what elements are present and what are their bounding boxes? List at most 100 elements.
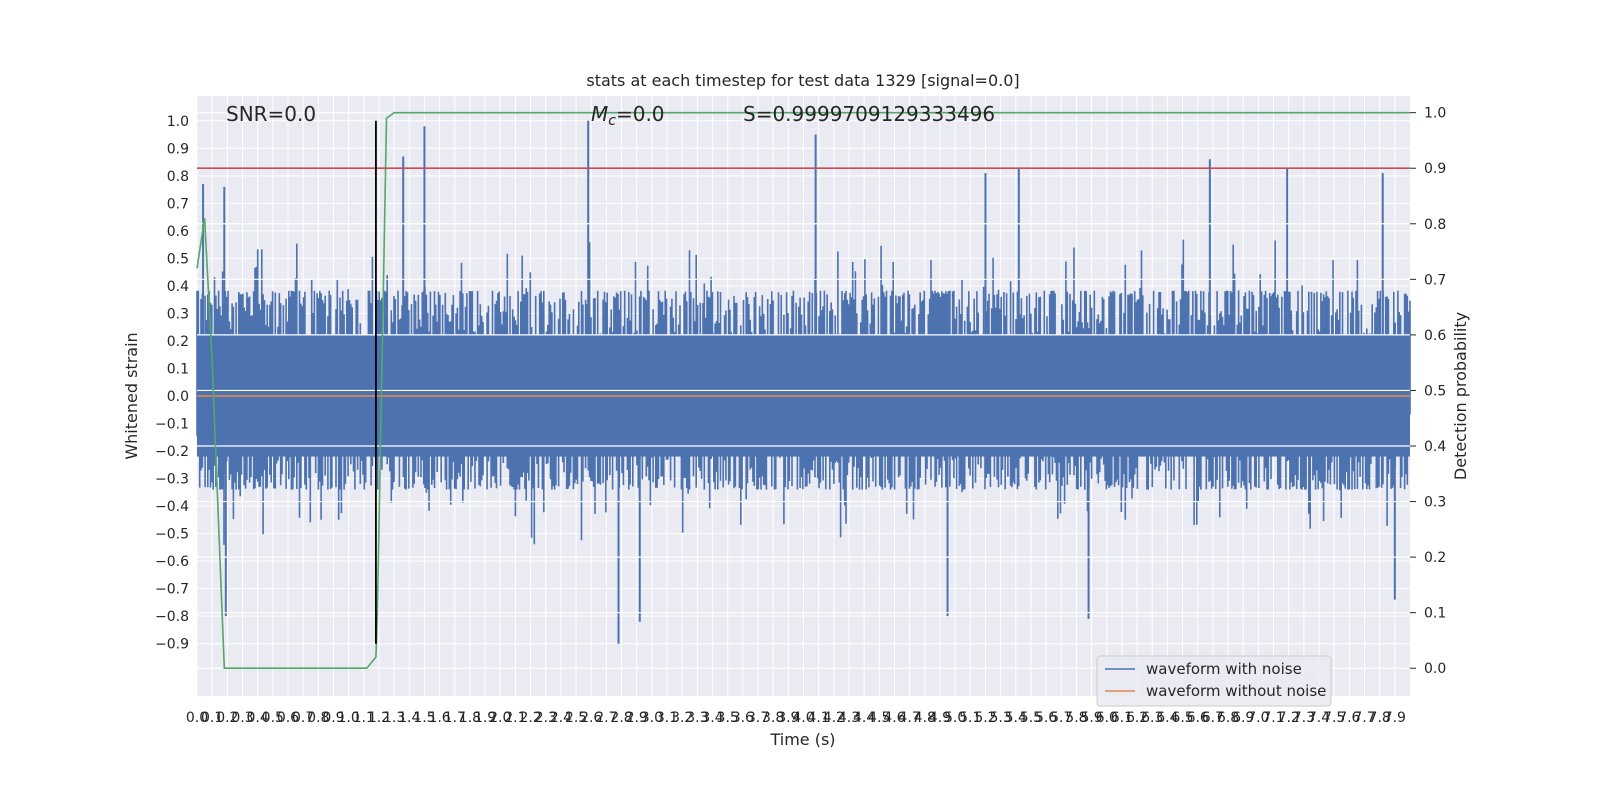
x-tick-label: 4.3 — [838, 710, 860, 726]
x-tick-label: 7.1 — [1262, 710, 1284, 726]
legend-label-noise: waveform with noise — [1146, 660, 1302, 678]
x-tick-label: 3.8 — [762, 710, 784, 726]
y-tick-label-left: 0.3 — [167, 306, 189, 322]
y-tick-label-right: 0.0 — [1424, 661, 1446, 677]
y-tick-label-left: 0.1 — [167, 361, 189, 377]
x-tick-label: 6.4 — [1156, 710, 1178, 726]
x-tick-label: 6.9 — [1232, 710, 1254, 726]
x-tick-label: 0.9 — [322, 710, 344, 726]
y-axis-left: −0.9 −0.8 −0.7 −0.6 −0.5 −0.4 −0.3 −0.2 −0.1 0.0 0… — [155, 114, 189, 653]
reference-lines — [197, 120, 1410, 644]
mc-value: =0.0 — [616, 102, 665, 126]
x-tick-label: 5.2 — [974, 710, 996, 726]
y-tick-label-left: 0.6 — [167, 224, 189, 240]
x-tick-label: 7.5 — [1323, 710, 1345, 726]
x-tick-label: 5.9 — [1080, 710, 1102, 726]
x-tick-label: 6.0 — [1096, 710, 1118, 726]
y-tick-label-left: −0.4 — [155, 499, 189, 515]
x-tick-label: 7.2 — [1278, 710, 1300, 726]
x-tick-label: 4.1 — [808, 710, 830, 726]
y-tick-label-left: 0.5 — [167, 251, 189, 267]
y-tick-label-right: 0.8 — [1424, 217, 1446, 233]
score-annotation: S=0.9999709129333496 — [743, 102, 995, 126]
x-tick-label: 0.8 — [307, 710, 329, 726]
x-tick-label: 5.7 — [1050, 710, 1072, 726]
x-tick-label: 5.4 — [1005, 710, 1027, 726]
x-tick-label: 1.2 — [368, 710, 390, 726]
x-tick-label: 2.1 — [504, 710, 526, 726]
x-tick-label: 0.5 — [262, 710, 284, 726]
x-tick-label: 5.8 — [1065, 710, 1087, 726]
x-tick-label: 6.2 — [1126, 710, 1148, 726]
x-tick-label: 0.2 — [216, 710, 238, 726]
y-tick-label-right: 0.7 — [1424, 272, 1446, 288]
x-tick-label: 7.3 — [1293, 710, 1315, 726]
x-tick-label: 0.4 — [247, 710, 269, 726]
y-tick-label-left: −0.6 — [155, 554, 189, 570]
x-tick-label: 5.5 — [1020, 710, 1042, 726]
x-tick-label: 4.6 — [883, 710, 905, 726]
x-tick-label: 4.7 — [899, 710, 921, 726]
x-tick-label: 7.4 — [1308, 710, 1330, 726]
y-tick-label-left: 0.2 — [167, 334, 189, 350]
legend-label-clean: waveform without noise — [1146, 682, 1326, 700]
y-tick-label-right: 1.0 — [1424, 106, 1446, 122]
x-tick-label: 5.1 — [959, 710, 981, 726]
x-tick-label: 5.6 — [1035, 710, 1057, 726]
x-tick-label: 0.1 — [201, 710, 223, 726]
x-tick-label: 1.1 — [353, 710, 375, 726]
x-tick-label: 1.0 — [337, 710, 359, 726]
probability-line — [196, 111, 1410, 669]
y-tick-label-left: 0.8 — [167, 169, 189, 185]
x-tick-label: 0.7 — [292, 710, 314, 726]
y-tick-label-left: −0.8 — [155, 609, 189, 625]
y-tick-label-left: −0.1 — [155, 417, 189, 433]
x-tick-label: 6.8 — [1217, 710, 1239, 726]
x-tick-label: 2.7 — [595, 710, 617, 726]
x-tick-label: 0.6 — [277, 710, 299, 726]
x-tick-label: 1.7 — [444, 710, 466, 726]
x-tick-label: 3.4 — [701, 710, 723, 726]
x-tick-label: 3.0 — [641, 710, 663, 726]
y-tick-label-right: 0.2 — [1424, 550, 1446, 566]
y-tick-label-left: −0.9 — [155, 637, 189, 653]
y-tick-label-left: 0.9 — [167, 141, 189, 157]
x-tick-label: 5.0 — [944, 710, 966, 726]
x-tick-label: 2.3 — [535, 710, 557, 726]
x-tick-label: 1.5 — [413, 710, 435, 726]
x-tick-label: 1.6 — [428, 710, 450, 726]
x-tick-label: 1.9 — [474, 710, 496, 726]
x-tick-label: 0.0 — [186, 710, 208, 726]
x-tick-label: 0.3 — [231, 710, 253, 726]
x-tick-label: 7.0 — [1247, 710, 1269, 726]
x-axis-label: Time (s) — [769, 730, 835, 749]
y-tick-label-left: −0.3 — [155, 472, 189, 488]
x-tick-label: 6.1 — [1111, 710, 1133, 726]
x-tick-label: 2.5 — [565, 710, 587, 726]
x-tick-label: 2.2 — [519, 710, 541, 726]
y-tick-label-right: 0.9 — [1424, 161, 1446, 177]
chart-title: stats at each timestep for test data 132… — [586, 71, 1019, 90]
x-tick-label: 3.7 — [747, 710, 769, 726]
y-tick-label-left: −0.5 — [155, 527, 189, 543]
y-tick-label-right: 0.6 — [1424, 328, 1446, 344]
x-tick-label: 1.8 — [459, 710, 481, 726]
x-axis: 0.00.10.20.30.40.50.60.70.80.91.01.11.21… — [186, 710, 1406, 726]
x-tick-label: 1.4 — [398, 710, 420, 726]
y-axis-label-right: Detection probability — [1451, 312, 1470, 480]
x-tick-label: 7.8 — [1369, 710, 1391, 726]
y-tick-label-left: 0.7 — [167, 196, 189, 212]
x-tick-label: 2.9 — [626, 710, 648, 726]
x-tick-label: 3.2 — [671, 710, 693, 726]
x-tick-label: 7.7 — [1353, 710, 1375, 726]
x-tick-label: 6.7 — [1202, 710, 1224, 726]
x-tick-label: 3.6 — [732, 710, 754, 726]
mc-subscript: c — [608, 113, 616, 129]
y-axis-label-left: Whitened strain — [122, 332, 141, 459]
x-tick-label: 5.3 — [989, 710, 1011, 726]
mc-annotation: Mc=0.0 — [591, 102, 665, 129]
x-tick-label: 1.3 — [383, 710, 405, 726]
y-tick-label-right: 0.1 — [1424, 606, 1446, 622]
